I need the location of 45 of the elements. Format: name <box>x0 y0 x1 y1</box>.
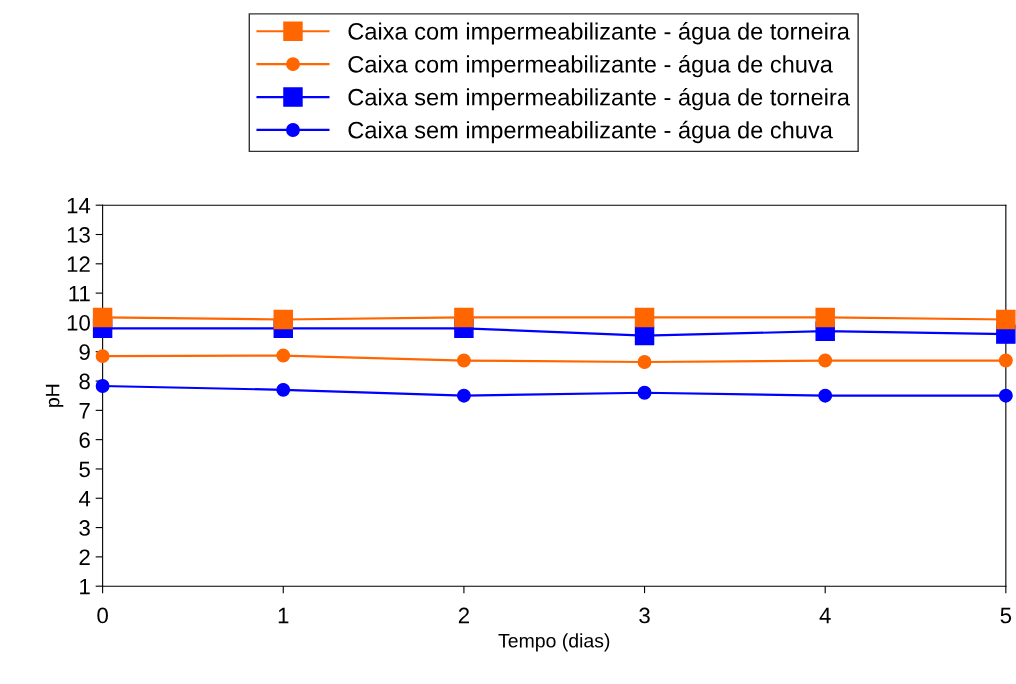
point <box>996 309 1016 330</box>
y-tick-label: 13 <box>67 227 90 243</box>
x-tick-label: 2 <box>458 607 469 624</box>
y-tick-label: 5 <box>79 461 90 478</box>
x-tick-label: 1 <box>278 607 289 624</box>
x-tick-label: 4 <box>819 607 831 624</box>
y-tick-label: 10 <box>67 314 90 331</box>
point <box>454 307 474 328</box>
point <box>998 388 1013 403</box>
y-tick-label: 3 <box>79 520 90 536</box>
y-tick-label: 9 <box>79 344 90 360</box>
point <box>634 307 655 328</box>
x-axis-title: Tempo (dias) <box>498 633 610 652</box>
point <box>818 388 833 403</box>
point <box>273 309 293 330</box>
y-tick-label: 8 <box>79 373 90 390</box>
point <box>815 307 835 328</box>
y-tick-label: 2 <box>79 549 90 565</box>
point <box>998 353 1013 368</box>
x-tick-label: 3 <box>639 607 650 624</box>
point <box>637 355 652 369</box>
y-tick-label: 6 <box>79 432 90 448</box>
point <box>95 379 110 393</box>
point <box>456 388 471 403</box>
y-tick-label: 1 <box>80 578 90 595</box>
point <box>276 348 291 363</box>
point <box>637 385 652 400</box>
legend-label: Caixa com impermeabilizante - água de torneira <box>348 22 850 45</box>
point <box>456 353 471 368</box>
y-tick-label: 4 <box>78 491 91 507</box>
y-axis-title: pH <box>45 384 64 407</box>
legend-label: Caixa sem impermeabilizante - água de chuva <box>348 120 833 144</box>
point <box>818 353 833 368</box>
point <box>634 325 655 346</box>
point <box>276 382 291 397</box>
y-tick-label: 11 <box>69 285 90 302</box>
y-tick-label: 7 <box>79 403 90 419</box>
point <box>92 307 113 328</box>
y-tick-label: 14 <box>67 197 91 214</box>
legend-label: Caixa com impermeabilizante - água de chuva <box>348 55 833 78</box>
y-tick-label: 12 <box>67 256 90 272</box>
x-tick-label: 0 <box>97 607 108 624</box>
point <box>95 349 110 364</box>
x-tick-label: 5 <box>1000 607 1012 624</box>
legend-label: Caixa sem impermeabilizante - água de torneira <box>348 87 850 111</box>
